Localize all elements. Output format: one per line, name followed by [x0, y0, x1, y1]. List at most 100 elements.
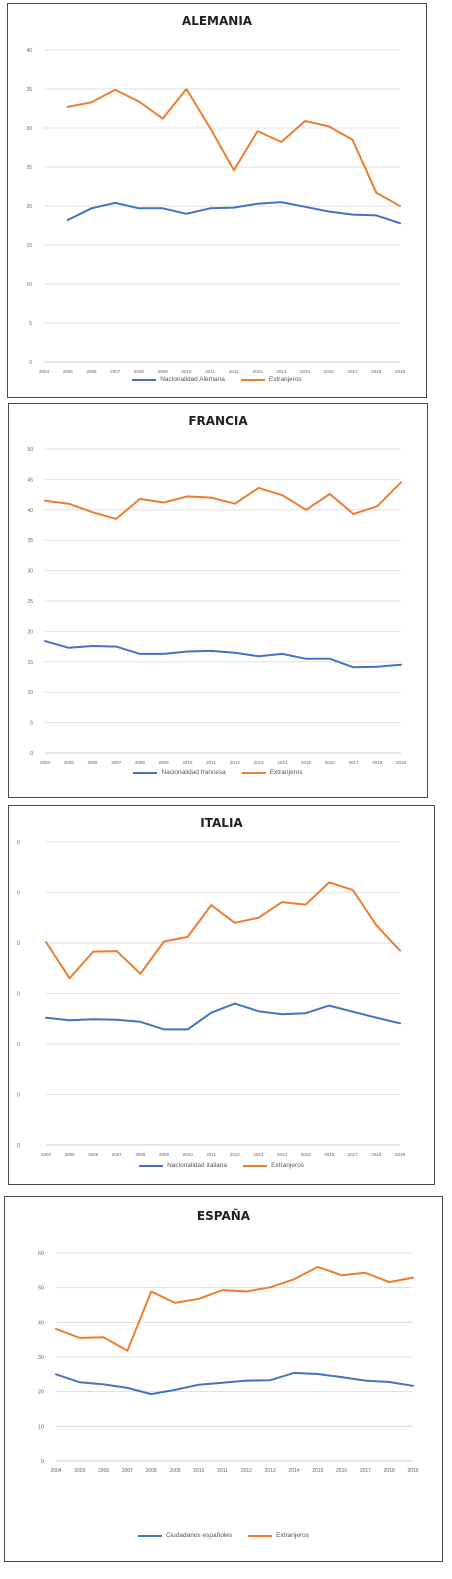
- x-tick-label: 2007: [122, 1468, 133, 1474]
- series-line-2: [45, 881, 401, 980]
- legend-label: Nacionalidad francesa: [161, 769, 226, 776]
- x-tick-label: 2018: [384, 1468, 395, 1474]
- x-tick-label: 2011: [206, 1152, 216, 1157]
- legend-item: Ciudadanos españoles: [137, 1532, 233, 1539]
- y-tick-label: 10: [38, 1424, 44, 1430]
- line-chart: 0 10 20 30 40 50 60 2004 2005 2006 2007 2008 2009 201…: [38, 1251, 419, 1474]
- x-tick-label: 2018: [371, 369, 382, 374]
- legend-swatch: [139, 1164, 164, 1167]
- y-tick-label: 15: [26, 243, 32, 249]
- x-tick-label: 2016: [336, 1468, 347, 1474]
- legend-swatch: [133, 771, 158, 774]
- x-tick-label: 2005: [63, 369, 74, 374]
- x-tick-label: 2014: [276, 369, 287, 374]
- y-tick-label: 40: [27, 508, 33, 514]
- x-tick-label: 2010: [182, 760, 193, 765]
- x-tick-label: 2009: [158, 369, 169, 374]
- x-tick-label: 2019: [407, 1468, 418, 1474]
- x-tick-label: 2008: [134, 369, 145, 374]
- y-tick-label: 50: [27, 447, 33, 453]
- y-tick-label: 5: [30, 721, 33, 727]
- y-tick-label: 0: [17, 891, 20, 897]
- x-tick-label: 2014: [277, 760, 288, 765]
- x-tick-label: 2004: [50, 1468, 61, 1474]
- y-tick-label: 40: [26, 48, 32, 54]
- x-tick-label: 2010: [181, 369, 192, 374]
- series-line-1: [55, 1371, 414, 1396]
- x-tick-label: 2017: [349, 760, 360, 765]
- x-tick-label: 2014: [277, 1152, 288, 1157]
- legend-item: Nacionalidad italiana: [139, 1162, 227, 1169]
- legend-item: Nacionalidad Alemana: [132, 376, 225, 383]
- x-tick-label: 2016: [325, 760, 336, 765]
- legend-item: Extranjeros: [243, 1162, 304, 1169]
- chart-title: ALEMANIA: [181, 14, 253, 28]
- y-tick-label: 30: [38, 1355, 44, 1361]
- line-chart: 0 5 10 15 20 25 30 35 40 45 50 2004 2005 2006 2007 2008…: [27, 447, 407, 765]
- x-tick-label: 2017: [348, 369, 359, 374]
- x-tick-label: 2018: [371, 1152, 382, 1157]
- x-tick-label: 2009: [169, 1468, 180, 1474]
- chart-panel-francia: FRANCIA 0 5 10 15 20 25 30 35 40 45 50 2004 2005 2006…: [8, 403, 428, 798]
- x-tick-label: 2017: [348, 1152, 359, 1157]
- y-tick-label: 5: [29, 321, 32, 327]
- x-tick-label: 2008: [146, 1468, 157, 1474]
- y-tick-label: 20: [26, 204, 32, 210]
- x-tick-label: 2007: [111, 760, 122, 765]
- legend-swatch: [240, 378, 265, 381]
- x-tick-label: 2016: [324, 1152, 335, 1157]
- legend-label: Ciudadanos españoles: [165, 1532, 233, 1539]
- y-tick-label: 0: [17, 1093, 20, 1099]
- x-tick-label: 2013: [254, 760, 265, 765]
- chart-legend: Nacionalidad francesa Extranjeros: [9, 769, 427, 776]
- series-line-2: [55, 1265, 414, 1352]
- x-tick-label: 2019: [396, 760, 407, 765]
- legend-swatch: [132, 378, 157, 381]
- y-tick-label: 25: [26, 165, 32, 171]
- x-tick-label: 2008: [135, 760, 146, 765]
- series-line-2: [66, 88, 401, 207]
- x-tick-label: 2013: [265, 1468, 276, 1474]
- x-tick-label: 2004: [40, 760, 51, 765]
- chart-panel-italia: ITALIA 0 0 0 0 0 0 0 2004 2005 2006 2007 2008 2009 20…: [8, 805, 435, 1185]
- x-tick-label: 2009: [159, 760, 170, 765]
- y-tick-label: 0: [17, 941, 20, 947]
- x-tick-label: 2011: [206, 760, 216, 765]
- y-tick-label: 30: [26, 126, 32, 132]
- chart-title: ESPAÑA: [196, 1209, 251, 1223]
- series-line-1: [66, 201, 401, 225]
- x-tick-label: 2004: [39, 369, 50, 374]
- y-tick-label: 10: [27, 690, 33, 696]
- x-tick-label: 2015: [301, 1152, 312, 1157]
- chart-legend: Nacionalidad italiana Extranjeros: [9, 1162, 434, 1169]
- chart-title: FRANCIA: [188, 414, 248, 428]
- x-tick-label: 2010: [193, 1468, 204, 1474]
- legend-item: Extranjeros: [240, 376, 302, 383]
- x-tick-label: 2016: [324, 369, 335, 374]
- y-tick-label: 0: [29, 360, 32, 366]
- y-tick-label: 20: [38, 1390, 44, 1396]
- x-tick-label: 2011: [217, 1468, 228, 1474]
- x-tick-label: 2005: [74, 1468, 85, 1474]
- chart-panel-espana: ESPAÑA 0 10 20 30 40 50 60 2004 2005 2006 2007 2008…: [4, 1196, 443, 1562]
- chart-title: ITALIA: [200, 816, 243, 830]
- x-tick-label: 2006: [98, 1468, 109, 1474]
- y-tick-label: 25: [27, 599, 33, 605]
- y-tick-label: 30: [27, 569, 33, 575]
- legend-swatch: [243, 1164, 268, 1167]
- x-tick-label: 2009: [159, 1152, 170, 1157]
- legend-label: Extranjeros: [269, 769, 303, 776]
- x-tick-label: 2013: [253, 1152, 264, 1157]
- series-line-1: [45, 1002, 401, 1031]
- x-tick-label: 2012: [241, 1468, 252, 1474]
- y-tick-label: 0: [41, 1459, 44, 1465]
- y-tick-label: 60: [38, 1251, 44, 1257]
- x-tick-label: 2007: [112, 1152, 123, 1157]
- x-tick-label: 2015: [301, 760, 312, 765]
- x-tick-label: 2004: [41, 1152, 52, 1157]
- y-tick-label: 0: [17, 840, 20, 846]
- line-chart: 0 0 0 0 0 0 0 2004 2005 2006 2007 2008 2009 2010 2011 2…: [17, 840, 406, 1157]
- x-tick-label: 2015: [312, 1468, 323, 1474]
- chart-panel-alemania: ALEMANIA 0 5 10 15 20 25 30 35 40 2004 2005 2006 200…: [7, 3, 427, 398]
- x-tick-label: 2012: [230, 1152, 241, 1157]
